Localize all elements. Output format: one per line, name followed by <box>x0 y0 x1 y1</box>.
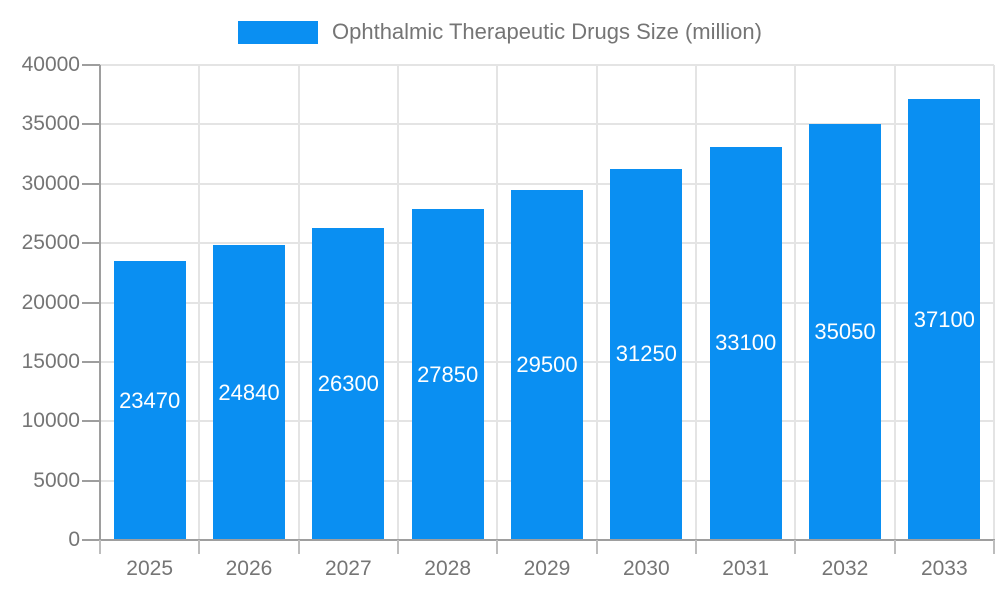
x-axis-label: 2033 <box>920 557 968 580</box>
y-tick <box>82 479 100 482</box>
h-gridline <box>100 64 994 66</box>
y-axis-label: 5000 <box>33 468 80 492</box>
bar-2029[interactable]: 29500 <box>511 189 583 540</box>
v-gridline <box>794 65 797 540</box>
x-tick <box>695 540 697 554</box>
bar-2033[interactable]: 37100 <box>908 99 981 540</box>
y-axis-label: 35000 <box>21 112 80 136</box>
legend-swatch <box>238 20 318 44</box>
y-axis-label: 15000 <box>21 349 80 373</box>
x-axis-line <box>99 539 995 541</box>
x-axis-label: 2026 <box>225 557 273 580</box>
y-axis-label: 30000 <box>21 171 80 195</box>
v-gridline <box>893 65 896 540</box>
x-tick <box>99 540 101 554</box>
bar-value-label: 29500 <box>516 351 578 377</box>
y-axis-label: 10000 <box>21 409 80 433</box>
y-tick <box>82 182 100 185</box>
bar-2027[interactable]: 26300 <box>312 227 385 540</box>
x-tick <box>993 540 995 554</box>
bar-value-label: 33100 <box>715 330 777 356</box>
bar-2026[interactable]: 24840 <box>213 245 285 540</box>
y-axis-label: 40000 <box>21 53 80 76</box>
x-tick <box>893 540 896 554</box>
x-axis-label: 2028 <box>424 557 472 580</box>
y-axis-label: 20000 <box>21 290 80 314</box>
x-axis-label: 2032 <box>821 557 869 580</box>
bar-2028[interactable]: 27850 <box>411 209 484 540</box>
bar-value-label: 37100 <box>913 306 975 332</box>
x-tick <box>198 540 201 554</box>
v-gridline <box>397 65 399 540</box>
bar-value-label: 31250 <box>615 341 677 367</box>
v-gridline <box>496 65 499 540</box>
y-tick <box>82 242 100 245</box>
x-tick <box>397 540 399 554</box>
h-gridline <box>100 123 994 126</box>
x-tick <box>496 540 499 554</box>
h-gridline <box>100 182 994 185</box>
y-tick <box>82 420 100 423</box>
y-tick <box>82 64 100 66</box>
y-axis-label: 25000 <box>21 231 80 255</box>
x-tick <box>297 540 300 554</box>
x-tick <box>595 540 598 554</box>
bar-2030[interactable]: 31250 <box>610 168 683 540</box>
legend-item[interactable]: Ophthalmic Therapeutic Drugs Size (milli… <box>238 19 762 45</box>
bar-2025[interactable]: 23470 <box>113 261 186 540</box>
plot-area: 23470 24840 26300 27850 29500 31250 33100 35050… <box>100 64 995 540</box>
bar-2032[interactable]: 35050 <box>809 123 881 540</box>
y-tick <box>82 301 100 304</box>
x-tick <box>794 540 797 554</box>
y-tick <box>82 123 100 126</box>
x-axis-label: 2031 <box>722 557 770 580</box>
v-gridline <box>695 65 697 540</box>
legend-label: Ophthalmic Therapeutic Drugs Size (milli… <box>332 19 762 44</box>
y-tick <box>82 360 100 363</box>
bar-value-label: 26300 <box>317 370 379 396</box>
v-gridline <box>198 65 201 540</box>
y-axis-label: 0 <box>68 528 80 551</box>
v-gridline <box>595 65 598 540</box>
y-tick <box>82 539 100 541</box>
bar-value-label: 35050 <box>814 318 876 344</box>
x-axis-label: 2030 <box>622 557 670 580</box>
x-axis-label: 2029 <box>523 557 571 580</box>
bar-2031[interactable]: 33100 <box>709 146 782 540</box>
y-axis-line <box>99 65 101 540</box>
legend: Ophthalmic Therapeutic Drugs Size (milli… <box>0 19 1000 45</box>
x-axis-label: 2025 <box>126 557 174 580</box>
v-gridline <box>297 65 300 540</box>
v-gridline <box>993 65 995 540</box>
bar-value-label: 23470 <box>119 387 181 413</box>
x-axis-label: 2027 <box>324 557 372 580</box>
bar-value-label: 27850 <box>417 361 479 387</box>
bar-value-label: 24840 <box>218 379 280 405</box>
